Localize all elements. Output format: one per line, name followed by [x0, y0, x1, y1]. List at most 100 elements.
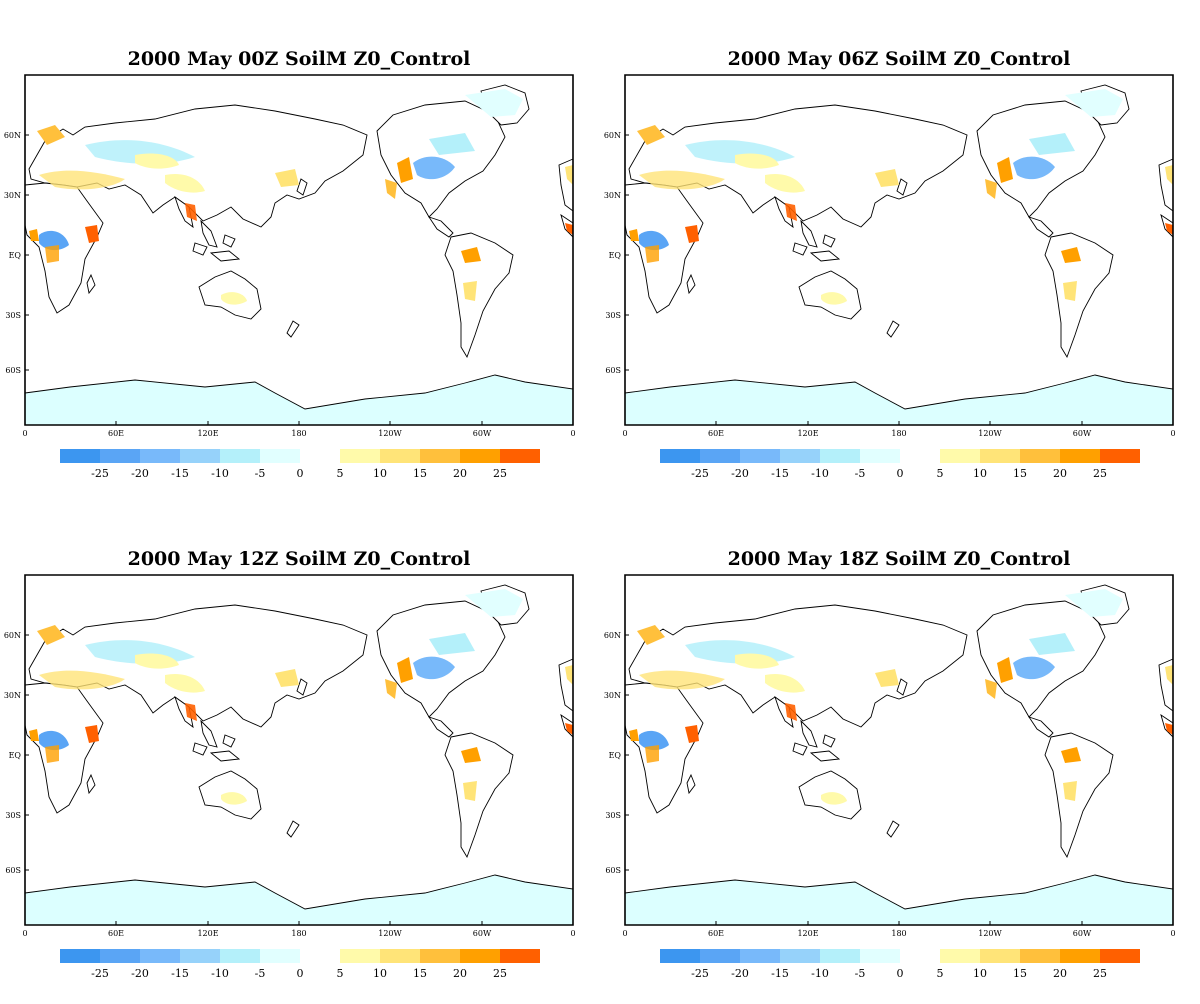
colorbar-tick-label: 25: [493, 967, 507, 980]
lat-tick-label: 60N: [604, 131, 621, 140]
colorbar-swatch-positive: [460, 449, 500, 463]
colorbar-swatch-positive: [1020, 949, 1060, 963]
colorbar-swatch-positive: [380, 449, 420, 463]
colorbar-swatch-positive: [340, 949, 380, 963]
lon-tick-label: 60W: [1073, 929, 1092, 938]
colorbar-tick-label: 5: [337, 467, 344, 480]
lon-tick-label: 60W: [1073, 429, 1092, 438]
colorbar-tick-label: -25: [691, 467, 709, 480]
lon-tick-label: 120E: [197, 429, 218, 438]
colorbar-tick-label: 15: [413, 467, 427, 480]
lon-tick-label: 0: [570, 429, 575, 438]
colorbar-tick-label: 15: [1013, 467, 1027, 480]
colorbar-tick-label: -20: [131, 967, 149, 980]
lat-tick-label: 30N: [4, 691, 21, 700]
colorbar-swatch-negative: [220, 449, 260, 463]
lon-tick-label: 0: [22, 429, 27, 438]
colorbar-tick-label: 15: [1013, 967, 1027, 980]
world-map: [24, 574, 574, 926]
map-panel: 2000 May 18Z SoilM Z0_Control 60N 30N EQ 30S…: [604, 548, 1176, 980]
colorbar-swatch-positive: [420, 449, 460, 463]
lon-tick-label: 0: [1170, 429, 1175, 438]
lon-tick-label: 0: [1170, 929, 1175, 938]
colorbar-swatch-negative: [820, 949, 860, 963]
colorbar-swatch-positive: [1060, 449, 1100, 463]
colorbar-swatch-positive: [500, 449, 540, 463]
lat-tick-label: 60N: [604, 631, 621, 640]
lon-tick-label: 0: [622, 429, 627, 438]
colorbar-tick-label: -15: [171, 967, 189, 980]
colorbar-tick-label: 25: [1093, 467, 1107, 480]
colorbar-swatch-negative: [700, 949, 740, 963]
colorbar-tick-label: -5: [255, 467, 266, 480]
world-map: [624, 74, 1174, 426]
colorbar-swatch-negative: [260, 949, 300, 963]
colorbar-tick-label: 0: [897, 467, 904, 480]
panel-title: 2000 May 18Z SoilM Z0_Control: [728, 548, 1071, 570]
lat-tick-label: 30N: [604, 691, 621, 700]
colorbar-tick-label: 10: [373, 467, 387, 480]
lat-tick-label: 60S: [5, 366, 21, 375]
colorbar-tick-label: 5: [937, 967, 944, 980]
colorbar-tick-label: -10: [811, 967, 829, 980]
lat-tick-label: 60S: [605, 366, 621, 375]
colorbar: -25 -20 -15 -10 -5 0 5 10 15 20 25: [660, 949, 1140, 980]
colorbar-swatch-negative: [100, 949, 140, 963]
world-map: [24, 74, 574, 426]
lon-tick-label: 120W: [978, 429, 1002, 438]
colorbar-swatch-negative: [60, 949, 100, 963]
colorbar-tick-label: -20: [131, 467, 149, 480]
colorbar-swatch-negative: [740, 949, 780, 963]
colorbar-tick-label: 10: [973, 967, 987, 980]
lat-tick-label: 30S: [5, 311, 21, 320]
colorbar-tick-label: -10: [211, 967, 229, 980]
lat-tick-label: EQ: [609, 751, 622, 760]
colorbar-tick-label: -25: [91, 467, 109, 480]
colorbar-tick-label: -10: [211, 467, 229, 480]
colorbar-swatch-negative: [780, 449, 820, 463]
lon-tick-label: 60W: [473, 429, 492, 438]
colorbar-tick-label: 10: [373, 967, 387, 980]
lat-tick-label: 60N: [4, 631, 21, 640]
lat-tick-label: EQ: [609, 251, 622, 260]
colorbar-tick-label: 15: [413, 967, 427, 980]
colorbar: -25 -20 -15 -10 -5 0 5 10 15 20 25: [660, 449, 1140, 480]
colorbar-swatch-positive: [940, 949, 980, 963]
colorbar-swatch-positive: [420, 949, 460, 963]
lat-tick-label: 60N: [4, 131, 21, 140]
colorbar-tick-label: -5: [255, 967, 266, 980]
colorbar-swatch-negative: [140, 949, 180, 963]
panel-title: 2000 May 06Z SoilM Z0_Control: [728, 48, 1071, 70]
map-panel: 2000 May 06Z SoilM Z0_Control 60N 30N EQ 30S…: [604, 48, 1176, 480]
lat-tick-label: 60S: [605, 866, 621, 875]
lon-tick-label: 0: [570, 929, 575, 938]
colorbar-swatch-positive: [1100, 949, 1140, 963]
panel-title: 2000 May 00Z SoilM Z0_Control: [128, 48, 471, 70]
lon-tick-label: 0: [22, 929, 27, 938]
lon-tick-label: 120E: [797, 929, 818, 938]
lon-tick-label: 60E: [708, 929, 724, 938]
colorbar-tick-label: 20: [1053, 967, 1067, 980]
colorbar-tick-label: 0: [297, 967, 304, 980]
colorbar-tick-label: -15: [771, 467, 789, 480]
lon-tick-label: 120W: [978, 929, 1002, 938]
colorbar-tick-label: 25: [493, 467, 507, 480]
map-panel: 2000 May 00Z SoilM Z0_Control 60N 30N EQ 30S…: [4, 48, 576, 480]
colorbar-swatch-negative: [60, 449, 100, 463]
colorbar-swatch-positive: [940, 449, 980, 463]
colorbar: -25 -20 -15 -10 -5 0 5 10 15 20 25: [60, 449, 540, 480]
colorbar-swatch-negative: [140, 449, 180, 463]
colorbar-swatch-negative: [740, 449, 780, 463]
colorbar-swatch-negative: [700, 449, 740, 463]
colorbar-tick-label: -25: [91, 967, 109, 980]
colorbar-tick-label: -5: [855, 467, 866, 480]
colorbar-tick-label: 10: [973, 467, 987, 480]
colorbar-swatch-positive: [1020, 449, 1060, 463]
lon-tick-label: 120E: [197, 929, 218, 938]
lat-tick-label: 60S: [5, 866, 21, 875]
colorbar-swatch-negative: [660, 949, 700, 963]
colorbar: -25 -20 -15 -10 -5 0 5 10 15 20 25: [60, 949, 540, 980]
colorbar-swatch-negative: [260, 449, 300, 463]
colorbar-tick-label: 20: [1053, 467, 1067, 480]
lon-tick-label: 180: [891, 429, 906, 438]
